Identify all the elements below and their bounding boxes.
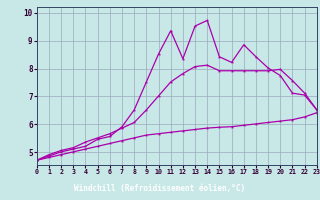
Text: Windchill (Refroidissement éolien,°C): Windchill (Refroidissement éolien,°C)	[75, 184, 245, 193]
